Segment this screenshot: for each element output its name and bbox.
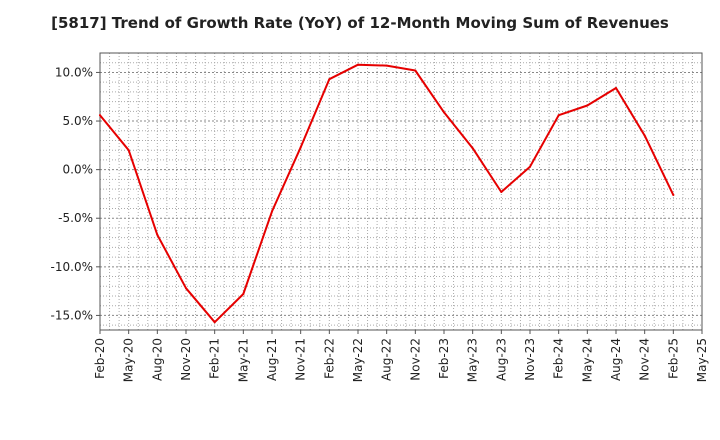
data-point	[586, 104, 589, 107]
x-tick-label: Nov-21	[294, 338, 308, 381]
x-tick-label: Aug-23	[494, 338, 508, 381]
data-point	[615, 86, 617, 89]
data-point	[471, 147, 474, 150]
x-tick-label: Feb-25	[666, 338, 680, 379]
y-tick-label: -15.0%	[51, 308, 93, 322]
x-tick-label: Aug-21	[265, 338, 279, 381]
plot-border	[99, 52, 703, 331]
data-point	[99, 114, 101, 117]
x-tick-label: Feb-24	[552, 338, 566, 379]
x-tick-label: Nov-24	[638, 338, 652, 381]
data-point	[271, 210, 273, 213]
x-tick-label: May-22	[351, 338, 365, 382]
data-point	[443, 111, 445, 114]
chart-title: [5817] Trend of Growth Rate (YoY) of 12-…	[51, 14, 669, 32]
data-point	[500, 190, 503, 193]
x-tick-label: Aug-24	[609, 338, 623, 381]
data-point	[643, 134, 646, 137]
x-tick-label: May-23	[466, 338, 480, 382]
data-point	[529, 165, 531, 168]
x-tick-label: May-20	[122, 338, 136, 382]
x-tick-label: May-21	[236, 338, 250, 382]
x-tick-label: Feb-23	[437, 338, 451, 379]
x-tick-label: Feb-20	[93, 338, 107, 379]
data-point	[156, 233, 159, 236]
y-tick-label: 0.0%	[63, 163, 94, 177]
data-point	[557, 114, 560, 117]
data-point	[385, 64, 388, 67]
x-tick-label: Nov-20	[179, 338, 193, 381]
data-point	[242, 293, 245, 296]
x-tick-label: Nov-22	[408, 338, 422, 381]
x-tick-label: Feb-22	[322, 338, 336, 379]
data-point	[328, 78, 331, 81]
x-tick-label: Feb-21	[208, 338, 222, 379]
y-tick-label: -5.0%	[58, 211, 93, 225]
x-tick-label: Aug-20	[150, 338, 164, 381]
y-tick-label: -10.0%	[51, 260, 93, 274]
plot-area	[100, 53, 702, 330]
x-tick-label: May-24	[580, 338, 594, 382]
data-point	[299, 146, 302, 149]
y-tick-label: 5.0%	[63, 114, 94, 128]
data-point	[672, 193, 675, 196]
data-point	[357, 63, 359, 66]
x-tick-label: Aug-22	[380, 338, 394, 381]
x-tick-label: Nov-23	[523, 338, 537, 381]
data-point	[127, 149, 130, 152]
data-point	[414, 69, 417, 72]
y-tick-label: 10.0%	[55, 65, 93, 79]
x-tick-label: May-25	[695, 338, 709, 382]
data-point	[185, 287, 187, 290]
data-point	[213, 321, 216, 324]
